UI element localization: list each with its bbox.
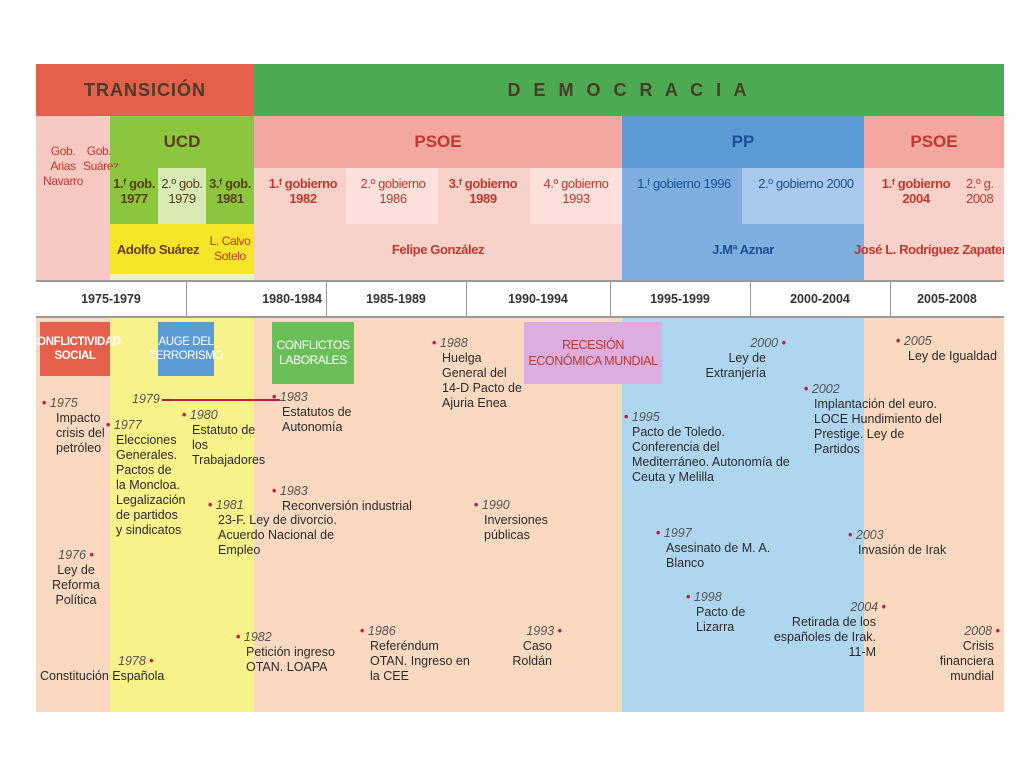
event-1990: • 1990 Inversiones públicas — [474, 498, 548, 542]
gov-psoe-block-2 — [346, 168, 438, 224]
gov-psoe-2: 2.º gobierno 1986 — [360, 176, 426, 206]
period-1975-1979: 1975-1979 — [81, 292, 141, 306]
gov-ucd-1-label: 1.ᶠ gob. 1977 — [113, 176, 155, 206]
leader-gonzalez: Felipe González — [391, 241, 485, 257]
event-2004: 2004 • Retirada de los españoles de Irak… — [773, 600, 886, 659]
gov-psoe-4: 4.º gobierno 1993 — [543, 176, 609, 206]
event-1995: • 1995 Pacto de Toledo. Conferencia del … — [624, 410, 790, 484]
period-1990-1994: 1990-1994 — [508, 292, 568, 306]
terrorism-span-line — [162, 399, 280, 401]
event-1983-reconversion: • 1983 Reconversión industrial — [272, 484, 412, 513]
period-2005-2008: 2005-2008 — [917, 292, 977, 306]
period-2000-2004: 2000-2004 — [790, 292, 850, 306]
event-1983-autonomia: • 1983 Estatutos de Autonomía — [272, 390, 352, 434]
party-pp: PP — [622, 116, 864, 168]
period-separator — [890, 280, 891, 318]
period-1980-1984: 1980-1984 — [262, 292, 322, 306]
theme-conflictividad-social: CONFLICTIVIDAD SOCIAL — [36, 322, 121, 376]
era-transicion: TRANSICIÓN — [36, 64, 254, 116]
gov-pp-1: 1.ᶠ gobierno 1996 — [637, 176, 731, 191]
body-bg-pp — [622, 318, 864, 712]
event-1981: • 1981 23-F. Ley de divorcio. Acuerdo Na… — [208, 498, 337, 557]
leader-calvo-sotelo: L. Calvo Sotelo — [206, 224, 254, 274]
event-2003: • 2003 Invasión de Irak — [848, 528, 947, 557]
gov-ucd-1 — [110, 168, 158, 224]
period-separator — [326, 280, 327, 318]
event-1975: • 1975 Impacto crisis del petróleo — [42, 396, 105, 455]
event-1982: • 1982 Petición ingreso OTAN. LOAPA — [236, 630, 335, 674]
event-1976: 1976 • Ley de Reforma Política — [52, 548, 100, 607]
gov-psoe-5: 1.ᶠ gobierno 2004 — [881, 176, 951, 206]
gov-ucd-2 — [158, 168, 206, 224]
leader-zapatero: José L. Rodríguez Zapatero — [853, 241, 1004, 257]
gov-pp-block-2 — [742, 168, 864, 224]
event-2008: 2008 • Crisis financiera mundial — [939, 624, 1000, 683]
party-ucd: UCD — [110, 116, 254, 168]
gov-psoe-6: 2.º g. 2008 — [966, 176, 994, 206]
gov-ucd-3-label: 3.ᶠ gob. 1981 — [209, 176, 251, 206]
band-pre-ucd — [36, 116, 110, 280]
event-1997: • 1997 Asesinato de M. A. Blanco — [656, 526, 771, 570]
period-1995-1999: 1995-1999 — [650, 292, 710, 306]
period-1985-1989: 1985-1989 — [366, 292, 426, 306]
body-bg-ucd — [110, 318, 254, 712]
event-1988: • 1988 Huelga General del 14-D Pacto de … — [432, 336, 522, 410]
gov-psoe-1: 1.ᶠ gobierno 1982 — [268, 176, 338, 206]
period-separator — [610, 280, 611, 318]
event-2005: • 2005 Ley de Igualdad — [896, 334, 997, 363]
gov-pp-2: 2.º gobierno 2000 — [758, 176, 854, 191]
leader-suarez: Adolfo Suárez — [110, 224, 206, 274]
gov-psoe-3: 3.ᶠ gobierno 1989 — [448, 176, 518, 206]
era-democracia: D E M O C R A C I A — [254, 64, 1004, 116]
event-1998: • 1998 Pacto de Lizarra — [686, 590, 746, 634]
leader-aznar: J.Mª Aznar — [712, 241, 774, 257]
period-separator — [750, 280, 751, 318]
event-1980: • 1980 Estatuto de los Trabajadores — [182, 408, 266, 467]
theme-recesion-economica: RECESIÓN ECONÓMICA MUNDIAL — [524, 322, 662, 384]
event-1978: 1978 • Constitución Española — [40, 654, 165, 683]
theme-auge-terrorismo: AUGE DEL TERRORISMO — [149, 322, 223, 376]
event-1993: 1993 • Caso Roldán — [512, 624, 562, 668]
event-1979: 1979 — [132, 392, 160, 406]
party-psoe-1: PSOE — [254, 116, 622, 168]
event-1986: • 1986 Referéndum OTAN. Ingreso en la CE… — [360, 624, 470, 683]
event-1977: • 1977 Elecciones Generales. Pactos de l… — [106, 418, 186, 537]
gov-arias-navarro: Gob. Arias Navarro — [43, 144, 83, 188]
gov-psoe-block-4 — [530, 168, 622, 224]
gov-ucd-3 — [206, 168, 254, 224]
party-psoe-2: PSOE — [864, 116, 1004, 168]
period-separator — [186, 280, 187, 318]
timeline-bar — [36, 280, 1004, 318]
event-2000: 2000 • Ley de Extranjería — [705, 336, 786, 380]
timeline-chart: TRANSICIÓN D E M O C R A C I A UCD PSOE … — [36, 64, 1004, 712]
theme-conflictos-laborales: CONFLICTOS LABORALES — [272, 322, 354, 384]
period-separator — [466, 280, 467, 318]
gov-ucd-2-label: 2.º gob. 1979 — [161, 176, 203, 206]
event-2002: • 2002 Implantación del euro. LOCE Hundi… — [804, 382, 942, 456]
